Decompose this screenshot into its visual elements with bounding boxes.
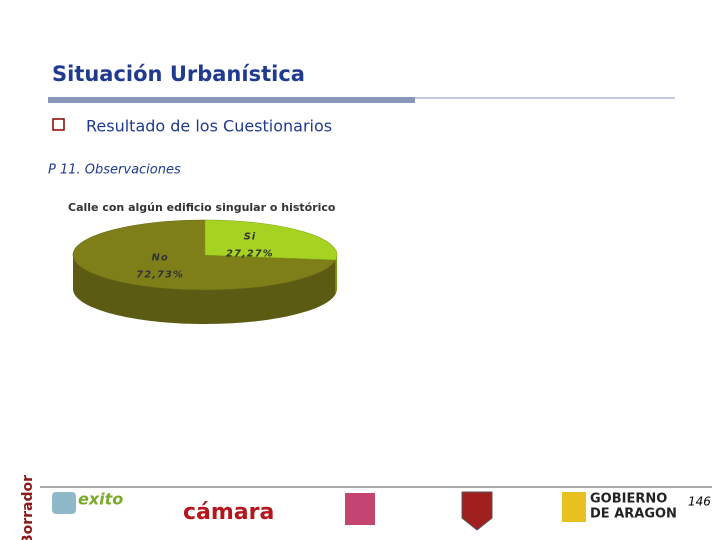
slice — [72, 219, 337, 324]
logo-text: DE ARAGON — [590, 507, 677, 522]
bullet-text: Resultado de los Cuestionarios — [86, 117, 332, 136]
title-rule-accent — [48, 97, 415, 103]
slice-side — [73, 255, 336, 324]
logo-text: cámara — [183, 500, 274, 525]
subtitle: P 11. Observaciones — [48, 163, 181, 178]
logo-icon — [52, 492, 76, 514]
logo-icon — [345, 493, 375, 525]
logo-text: exito — [78, 490, 123, 509]
slice — [204, 219, 338, 294]
slide-title: Situación Urbanística — [52, 62, 305, 86]
logo-shield — [461, 491, 493, 531]
pie: No 72,73% Si 27,27% — [72, 219, 338, 324]
bullet-marker — [52, 118, 65, 131]
slice-top — [204, 219, 338, 261]
slice-value-label: 72,73% — [136, 269, 184, 280]
stamp: Borrador — [20, 475, 36, 540]
logo-text: GOBIERNO — [590, 492, 667, 507]
slice-value-label: 27,27% — [226, 249, 274, 260]
slice-category: No — [151, 252, 168, 263]
slice-side — [335, 255, 337, 294]
slice-top — [72, 219, 337, 291]
chart-title: Calle con algún edificio singular o hist… — [68, 201, 336, 214]
page-number: 146 — [688, 495, 711, 509]
logo-flag — [562, 492, 586, 522]
slice-category: Si — [244, 232, 257, 243]
